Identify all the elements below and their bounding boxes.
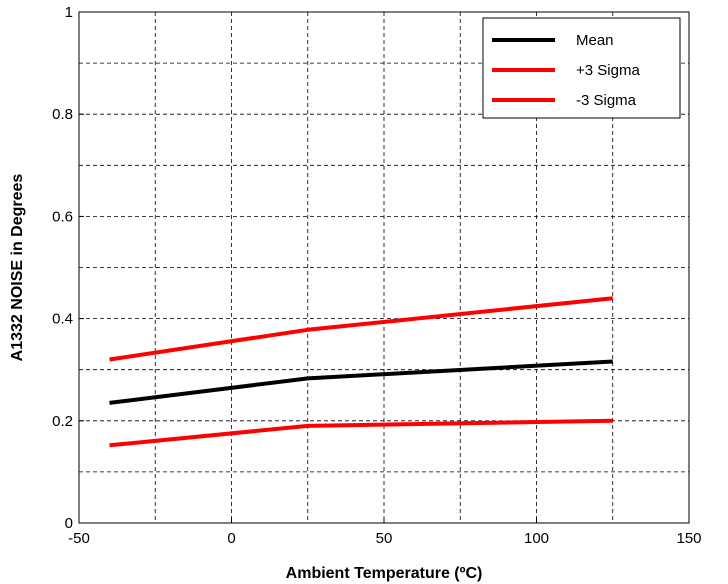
y-tick-label: 0.4 (52, 311, 73, 328)
y-tick-label: 0.6 (52, 208, 73, 225)
y-axis-title: A1332 NOISE in Degrees (9, 174, 26, 362)
y-tick-label: 0.2 (52, 413, 73, 430)
x-tick-label: 50 (376, 530, 393, 547)
legend-label: Mean (576, 32, 614, 49)
grid-layer (79, 12, 689, 523)
x-tick-label: 150 (676, 530, 701, 547)
legend-label: -3 Sigma (576, 92, 637, 109)
series-line-minus-3-sigma (109, 418, 613, 448)
x-tick-label: -50 (68, 530, 90, 547)
legend-label: +3 Sigma (576, 62, 640, 79)
series-line-mean (109, 359, 613, 405)
legend: Mean +3 Sigma -3 Sigma (482, 17, 681, 119)
x-axis-title: Ambient Temperature (ºC) (286, 565, 483, 582)
y-tick-label: 1 (65, 4, 73, 21)
x-tick-label: 100 (524, 530, 549, 547)
y-tick-label: 0.8 (52, 106, 73, 123)
x-tick-label: 0 (227, 530, 235, 547)
series-layer (109, 296, 614, 448)
series-line-plusminus-3-sigma (109, 296, 614, 362)
y-tick-label: 0 (65, 515, 73, 532)
